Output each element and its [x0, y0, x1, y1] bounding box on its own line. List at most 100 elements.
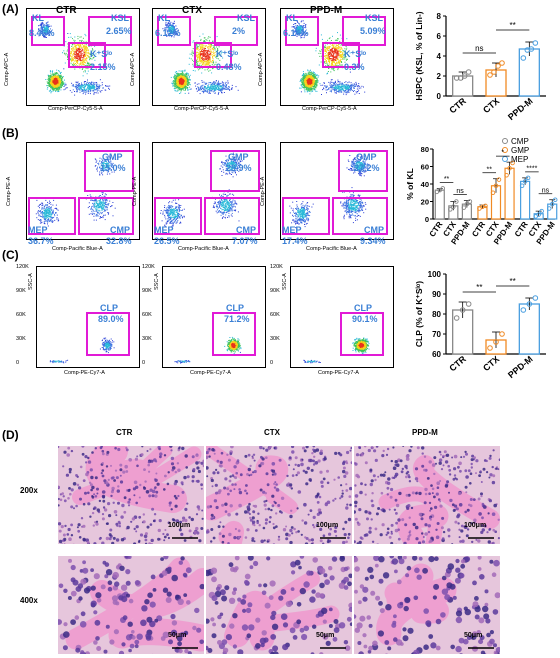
klo-percent: 0.48% — [216, 62, 242, 72]
y-tick-label: 90K — [270, 288, 280, 294]
nuclei — [58, 446, 204, 544]
y-tick-label: 100 — [428, 270, 442, 279]
data-point — [483, 203, 488, 209]
mep-gate — [28, 197, 76, 235]
y-tick-label: 0 — [270, 360, 274, 366]
flow-plot-c1 — [36, 266, 140, 368]
x-axis-label: Comp-Pacific Blue-A — [52, 246, 103, 252]
y-tick-label: 0 — [425, 215, 429, 224]
ksl-percent: 2% — [232, 26, 246, 36]
x-tick-label: CTR — [513, 220, 530, 239]
clp-bar-chart: 60 70 80 90 100 CLP (% of K⁺Sˡᵒ) CTR CTX PPD-M **… — [414, 270, 546, 380]
cell-density-cloud — [303, 359, 321, 364]
y-tick-label: 60K — [142, 312, 152, 318]
y-tick-label: 80 — [432, 310, 441, 319]
data-point — [520, 55, 527, 61]
data-point — [453, 315, 460, 321]
y-axis-label: Comp-PE-A — [6, 176, 12, 206]
klo-label: K⁺Sˡᵒ — [344, 49, 367, 59]
panel-label-a: (A) — [2, 2, 19, 16]
data-point — [507, 166, 512, 171]
nuclei — [206, 556, 352, 654]
cell-density-cloud — [211, 189, 240, 222]
cell-density-cloud — [174, 360, 191, 364]
data-point — [487, 72, 493, 78]
y-tick-label: 60K — [270, 312, 280, 318]
data-point — [532, 295, 539, 301]
x-axis-label: Comp-PE-Cy7-A — [64, 370, 105, 376]
data-point — [536, 212, 541, 217]
y-axis-label: Comp-APC-A — [4, 52, 10, 86]
data-point — [519, 183, 525, 189]
y-tick-label: 20 — [421, 198, 429, 207]
x-tick-label: CTX — [481, 96, 501, 115]
gmp-gate — [84, 150, 134, 192]
cell-density-cloud — [38, 21, 52, 38]
cell-density-cloud — [160, 199, 185, 227]
data-point — [526, 301, 533, 307]
y-axis-label: Comp-PE-A — [132, 176, 138, 206]
cell-density-cloud — [340, 187, 367, 224]
legend-label: GMP — [511, 146, 529, 155]
bone-trabecula — [65, 557, 191, 650]
mep-percent: 36.7% — [28, 236, 54, 246]
y-tick-label: 90K — [16, 288, 26, 294]
scale-bar-label: 100μm — [316, 522, 339, 529]
scale-bar-label: 50μm — [168, 632, 187, 639]
cell-density-cloud — [190, 80, 239, 95]
clp-gate — [212, 312, 256, 356]
histology-image — [354, 556, 500, 654]
y-axis-label: Comp-APC-A — [258, 52, 264, 86]
cell-density-cloud — [352, 337, 370, 355]
cmp-gate — [78, 197, 134, 235]
x-axis-label: Comp-PerCP-Cy5-5-A — [302, 106, 357, 112]
y-tick-label: 2 — [437, 72, 442, 81]
data-point — [499, 60, 505, 66]
x-tick-label: CTR — [447, 96, 468, 116]
nuclei — [354, 556, 500, 654]
mep-percent: 26.5% — [154, 236, 180, 246]
kl-percent: 6.14% — [283, 28, 309, 38]
significance-label: * — [501, 150, 504, 157]
data-point — [448, 207, 453, 212]
gmp-label: GMP — [228, 152, 249, 162]
legend-label: CMP — [511, 137, 529, 146]
x-axis-label: Comp-PE-Cy7-A — [190, 370, 231, 376]
mep-percent: 17.4% — [282, 236, 308, 246]
ksl-label: KSL — [365, 13, 383, 23]
flow-plot-a1 — [26, 8, 140, 106]
klo-label: K⁺Sˡᵒ — [90, 49, 113, 59]
bone-trabecula — [378, 486, 444, 544]
y-tick-label: 30K — [16, 336, 26, 342]
histology-column-label: CTX — [264, 428, 280, 437]
data-point — [493, 339, 499, 345]
y-tick-label: 40 — [421, 180, 429, 189]
significance-label: ** — [510, 21, 516, 30]
legend-marker — [502, 156, 508, 162]
clp-percent: 90.1% — [352, 314, 378, 324]
cmp-label: CMP — [236, 225, 256, 235]
clp-label: CLP — [100, 303, 118, 313]
cmp-percent: 9.34% — [360, 236, 386, 246]
histology-column-label: CTR — [116, 428, 133, 437]
panel-label-c: (C) — [2, 248, 19, 262]
y-tick-label: 8 — [437, 12, 442, 21]
significance-label: ** — [486, 166, 492, 173]
data-point — [490, 190, 496, 196]
plot-title: CTR — [56, 5, 77, 16]
x-tick-label: PPD-M — [506, 96, 535, 122]
cell-density-cloud — [291, 20, 308, 39]
ksl-gate — [214, 16, 258, 46]
cmp-gate — [204, 197, 260, 235]
klo-gate — [322, 42, 360, 68]
y-tick-label: 30K — [142, 336, 152, 342]
clp-label: CLP — [226, 303, 244, 313]
legend-marker — [502, 138, 508, 144]
significance-label: ** — [476, 283, 482, 292]
x-axis-label: Comp-Pacific Blue-A — [306, 246, 357, 252]
scale-bar-label: 100μm — [464, 522, 487, 529]
histology-image — [206, 446, 352, 544]
nuclei — [354, 446, 500, 544]
y-axis-label: Comp-PE-A — [260, 176, 266, 206]
cell-density-cloud — [320, 79, 366, 96]
